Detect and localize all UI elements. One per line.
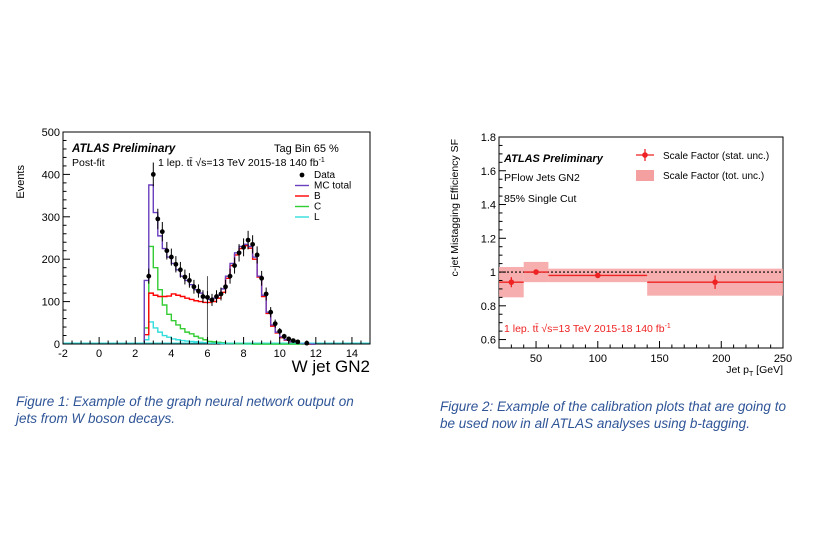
c-jet-scale-factor-plot: 50 100 150 200 250 0.6 0.8 1 1.2 1.4 1.6 1.8 c-jet… (449, 132, 792, 378)
legend-label: C (314, 202, 321, 213)
y-tick-label: 0.6 (481, 335, 496, 347)
y-tick-label: 500 (42, 127, 60, 139)
data-point (218, 291, 224, 297)
data-point (196, 288, 201, 294)
x-tick-label: 10 (274, 348, 286, 360)
x-tick-label: 200 (712, 353, 730, 365)
data-point (272, 321, 278, 327)
scale-factor-point (712, 279, 718, 285)
data-point (232, 263, 237, 268)
x-tick-label: 8 (241, 348, 247, 360)
x-tick-label: 4 (168, 348, 174, 360)
y-axis-title: Events (15, 165, 27, 199)
data-point (168, 254, 174, 260)
legend-label: MC total (314, 181, 351, 192)
legend-label: B (314, 191, 321, 202)
y-tick-label: 400 (42, 169, 60, 181)
jets-label: PFlow Jets GN2 (504, 172, 580, 184)
data-point (187, 278, 192, 283)
data-point (173, 261, 179, 267)
data-point (164, 248, 170, 254)
data-point (209, 297, 215, 303)
data-point (241, 244, 246, 250)
x-tick-label: 14 (346, 348, 358, 360)
data-point (200, 294, 206, 299)
histogram-c (143, 245, 316, 345)
data-point (155, 216, 161, 222)
scale-factor-point (508, 279, 515, 285)
x-tick-label: 0 (96, 348, 102, 360)
x-axis-title: Jet pT [GeV] (726, 364, 783, 378)
data-point (223, 284, 228, 290)
histogram-mc-total (143, 184, 316, 345)
x-tick-label: 50 (530, 353, 542, 365)
x-tick-label: 100 (589, 353, 607, 365)
y-tick-label: 1.4 (481, 200, 496, 212)
legend-stat-marker (642, 152, 648, 158)
legend-label: Data (314, 170, 336, 181)
data-point (191, 284, 197, 290)
selection-label: 1 lep. tt̄ √s=13 TeV 2015-18 140 fb-1 (158, 157, 325, 169)
data-point (150, 172, 156, 177)
scale-factor-point (533, 269, 539, 275)
selection-label: 1 lep. tt̄ √s=13 TeV 2015-18 140 fb-1 (504, 323, 671, 335)
y-tick-label: 100 (42, 297, 60, 309)
figure-2-caption: Figure 2: Example of the calibration plo… (440, 399, 786, 431)
data-point (236, 250, 242, 256)
data-point (205, 294, 210, 300)
x-tick-label: 6 (204, 348, 210, 360)
plot-frame (498, 136, 784, 349)
legend-label: L (314, 212, 320, 223)
data-point (250, 241, 256, 247)
x-tick-label: 150 (650, 353, 668, 365)
y-tick-label: 1.8 (481, 132, 496, 144)
x-tick-label: 12 (310, 348, 322, 360)
scale-factor-point (594, 272, 601, 279)
data-point (214, 294, 219, 299)
x-tick-label: -2 (58, 348, 68, 360)
data-point (177, 267, 183, 273)
legend-label: Scale Factor (tot. unc.) (663, 171, 764, 182)
data-point (281, 333, 287, 339)
data-point (182, 274, 188, 280)
y-tick-label: 1 (490, 267, 496, 279)
data-point (254, 252, 260, 258)
legend-tot-swatch (636, 170, 654, 181)
data-point (259, 275, 265, 281)
data-point (290, 338, 296, 344)
data-point (263, 291, 269, 297)
data-point (227, 273, 233, 279)
y-tick-label: 200 (42, 254, 60, 266)
legend: Scale Factor (stat. unc.) Scale Factor (t… (636, 149, 769, 182)
legend-label: Scale Factor (stat. unc.) (663, 151, 769, 162)
data-point (159, 229, 165, 235)
y-tick-label: 1.2 (481, 233, 496, 245)
data-point (146, 273, 152, 279)
cut-label: 85% Single Cut (504, 193, 576, 205)
data-point (277, 328, 283, 334)
tag-bin-label: Tag Bin 65 % (274, 143, 339, 155)
y-tick-label: 1.6 (481, 166, 496, 178)
data-point (286, 336, 292, 342)
y-tick-label: 0.8 (481, 301, 496, 313)
y-tick-label: 300 (42, 212, 60, 224)
fit-label: Post-fit (72, 157, 105, 169)
x-axis-title: W jet GN2 (292, 357, 370, 376)
x-tick-label: 250 (774, 353, 792, 365)
y-axis-title: c-jet Mistagging Efficiency SF (449, 139, 461, 277)
x-tick-label: 2 (132, 348, 138, 360)
legend-marker-data (299, 172, 305, 178)
data-point (268, 309, 274, 315)
atlas-label: ATLAS Preliminary (503, 153, 604, 165)
y-tick-label: 0 (54, 339, 60, 351)
histogram-b (143, 244, 316, 345)
atlas-label: ATLAS Preliminary (71, 143, 176, 155)
figure-1-caption: Figure 1: Example of the graph neural ne… (16, 394, 354, 426)
data-point (245, 237, 251, 243)
